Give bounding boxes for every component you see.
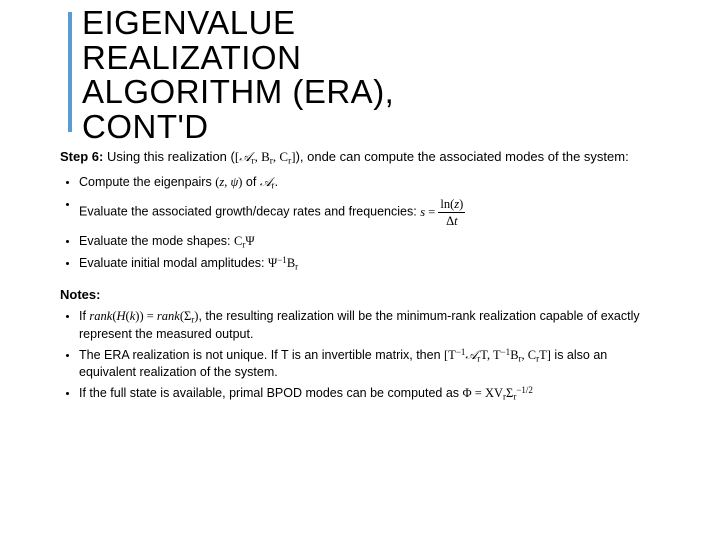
step6-label: Step 6: bbox=[60, 149, 103, 164]
step6-text-after: ), onde can compute the associated modes… bbox=[296, 149, 629, 164]
bullet-item: Compute the eigenpairs (z, ψ) of 𝒜r. bbox=[66, 174, 640, 192]
bullet-text: Evaluate the associated growth/decay rat… bbox=[79, 196, 640, 230]
bullet-item: The ERA realization is not unique. If T … bbox=[66, 347, 640, 381]
step6-line: Step 6: Using this realization ([𝒜r, Br,… bbox=[60, 148, 640, 168]
bullet-pre: Evaluate initial modal amplitudes: bbox=[79, 256, 268, 270]
bullet-text: Evaluate initial modal amplitudes: Ψ−1Br bbox=[79, 255, 640, 273]
bullet-pre: If the full state is available, primal B… bbox=[79, 386, 463, 400]
bullet-item: Evaluate the mode shapes: CrΨ bbox=[66, 233, 640, 251]
bullet-pre: Compute the eigenpairs bbox=[79, 175, 215, 189]
bullet-dot-icon bbox=[66, 181, 69, 184]
bullet-dot-icon bbox=[66, 354, 69, 357]
bullet-math: s = ln(z)Δt bbox=[420, 205, 465, 219]
bullet-text: Compute the eigenpairs (z, ψ) of 𝒜r. bbox=[79, 174, 640, 192]
bullet-dot-icon bbox=[66, 203, 69, 206]
bullet-math: Ψ−1Br bbox=[268, 256, 298, 270]
bullet-math: rank(H(k)) = rank(Σr) bbox=[89, 309, 198, 323]
step6-text-before: Using this realization ( bbox=[103, 149, 235, 164]
bullet-item: Evaluate the associated growth/decay rat… bbox=[66, 196, 640, 230]
bullet-pre: If bbox=[79, 309, 89, 323]
bullet-text: If the full state is available, primal B… bbox=[79, 385, 640, 403]
bullet-dot-icon bbox=[66, 315, 69, 318]
bullet-dot-icon bbox=[66, 392, 69, 395]
bullet-pre: Evaluate the mode shapes: bbox=[79, 234, 234, 248]
bullet-item: If the full state is available, primal B… bbox=[66, 385, 640, 403]
bullet-pre: Evaluate the associated growth/decay rat… bbox=[79, 205, 420, 219]
step6-bullets: Compute the eigenpairs (z, ψ) of 𝒜r. Eva… bbox=[66, 174, 640, 273]
slide-title: EIGENVALUE REALIZATION ALGORITHM (ERA), … bbox=[82, 6, 394, 145]
bullet-dot-icon bbox=[66, 262, 69, 265]
bullet-math: CrΨ bbox=[234, 234, 255, 248]
bullet-math: (z, ψ) bbox=[215, 175, 242, 189]
step6-realization: [𝒜r, Br, Cr] bbox=[235, 149, 296, 164]
bullet-math: Φ = XVrΣr−1/2 bbox=[463, 386, 533, 400]
bullet-math: [T−1𝒜rT, T−1Br, CrT] bbox=[444, 348, 551, 362]
bullet-post: of 𝒜r. bbox=[242, 175, 278, 189]
bullet-item: Evaluate initial modal amplitudes: Ψ−1Br bbox=[66, 255, 640, 273]
bullet-text: If rank(H(k)) = rank(Σr), the resulting … bbox=[79, 308, 640, 342]
notes-label: Notes: bbox=[60, 287, 640, 302]
bullet-pre: The ERA realization is not unique. If T … bbox=[79, 348, 444, 362]
notes-bullets: If rank(H(k)) = rank(Σr), the resulting … bbox=[66, 308, 640, 402]
slide-body: Step 6: Using this realization ([𝒜r, Br,… bbox=[60, 148, 640, 407]
bullet-text: The ERA realization is not unique. If T … bbox=[79, 347, 640, 381]
accent-bar bbox=[68, 12, 72, 132]
bullet-dot-icon bbox=[66, 240, 69, 243]
bullet-item: If rank(H(k)) = rank(Σr), the resulting … bbox=[66, 308, 640, 342]
bullet-text: Evaluate the mode shapes: CrΨ bbox=[79, 233, 640, 251]
